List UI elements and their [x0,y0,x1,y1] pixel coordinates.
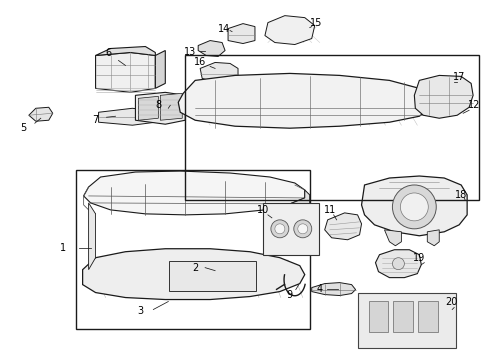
Polygon shape [227,24,254,44]
Polygon shape [200,62,238,82]
Text: 11: 11 [323,205,335,215]
Polygon shape [88,203,95,270]
Text: 7: 7 [92,115,99,125]
Polygon shape [83,171,304,215]
Text: 5: 5 [20,123,26,133]
FancyBboxPatch shape [169,261,255,291]
Text: 1: 1 [60,243,65,253]
Text: 6: 6 [105,49,111,58]
Text: 17: 17 [452,72,465,82]
Text: 9: 9 [286,289,292,300]
Polygon shape [311,283,355,296]
Text: 4: 4 [316,284,322,293]
Polygon shape [264,15,314,45]
Circle shape [392,258,404,270]
Circle shape [293,220,311,238]
Text: 12: 12 [467,100,479,110]
FancyBboxPatch shape [263,203,318,255]
Polygon shape [324,213,361,240]
Polygon shape [95,46,155,55]
Text: 15: 15 [309,18,321,28]
FancyBboxPatch shape [393,301,412,332]
Circle shape [274,224,285,234]
Polygon shape [99,108,155,125]
Polygon shape [155,50,165,88]
Text: 16: 16 [194,58,206,67]
Text: 13: 13 [183,48,196,58]
Polygon shape [135,92,185,124]
Circle shape [392,185,435,229]
Circle shape [297,224,307,234]
Polygon shape [289,190,309,214]
Text: 8: 8 [155,100,161,110]
Polygon shape [178,73,428,128]
Bar [185,55,478,200]
Circle shape [400,193,427,221]
FancyBboxPatch shape [417,301,437,332]
Text: 3: 3 [137,306,143,316]
FancyBboxPatch shape [368,301,387,332]
Polygon shape [413,75,472,118]
Text: 18: 18 [454,190,467,200]
FancyBboxPatch shape [357,293,455,348]
Circle shape [270,220,288,238]
Text: 19: 19 [412,253,425,263]
Polygon shape [95,53,155,92]
Polygon shape [198,41,224,57]
Polygon shape [361,176,466,236]
Polygon shape [160,93,182,120]
Text: 14: 14 [218,24,230,33]
Polygon shape [384,230,401,246]
Bar [76,170,309,329]
Polygon shape [375,250,421,278]
Polygon shape [29,107,53,121]
Polygon shape [138,96,158,120]
Polygon shape [82,249,304,300]
Text: 20: 20 [444,297,456,306]
Polygon shape [427,230,438,246]
Text: 2: 2 [192,263,198,273]
Text: 10: 10 [256,205,268,215]
